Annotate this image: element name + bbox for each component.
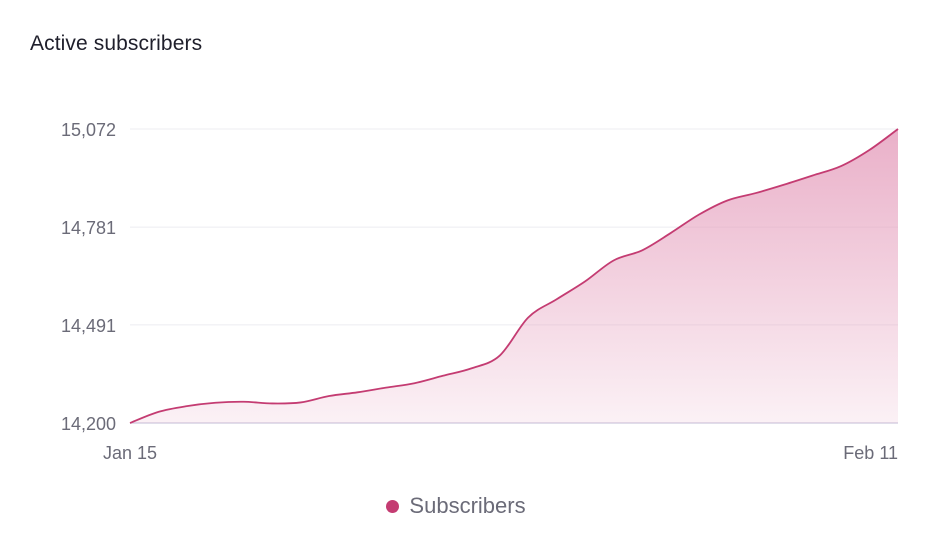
data-point[interactable]: [383, 385, 389, 391]
y-tick-label: 14,491: [61, 316, 116, 336]
data-point[interactable]: [838, 163, 844, 169]
data-point[interactable]: [298, 399, 304, 405]
data-point[interactable]: [582, 278, 588, 284]
area-chart: 14,200 14,491 14,781 15,072 Jan 15 Feb 11: [61, 120, 901, 463]
data-point[interactable]: [867, 147, 873, 153]
data-point[interactable]: [667, 230, 673, 236]
chart-legend: Subscribers: [0, 493, 912, 519]
data-point[interactable]: [212, 400, 218, 406]
data-point[interactable]: [781, 182, 787, 188]
data-point[interactable]: [895, 126, 901, 132]
y-tick-label: 15,072: [61, 120, 116, 140]
data-point[interactable]: [155, 409, 161, 415]
data-point[interactable]: [269, 400, 275, 406]
series-line-subscribers: [129, 128, 899, 424]
series-area-subscribers: [130, 129, 898, 423]
data-point[interactable]: [696, 212, 702, 218]
legend-label: Subscribers: [409, 493, 526, 518]
x-tick-label: Jan 15: [103, 443, 157, 463]
data-point[interactable]: [639, 247, 645, 253]
legend-marker: [386, 499, 400, 513]
data-point[interactable]: [127, 420, 133, 426]
y-tick-label: 14,200: [61, 414, 116, 434]
data-point[interactable]: [411, 380, 417, 386]
data-point[interactable]: [611, 257, 617, 263]
data-point[interactable]: [554, 296, 560, 302]
data-point[interactable]: [326, 393, 332, 399]
data-point[interactable]: [184, 403, 190, 409]
data-point[interactable]: [525, 314, 531, 320]
data-point[interactable]: [241, 399, 247, 405]
data-point[interactable]: [440, 373, 446, 379]
data-point[interactable]: [753, 190, 759, 196]
data-point[interactable]: [497, 353, 503, 359]
data-point[interactable]: [468, 365, 474, 371]
x-tick-label: Feb 11: [843, 443, 898, 463]
data-point[interactable]: [355, 389, 361, 395]
data-point[interactable]: [810, 173, 816, 179]
y-tick-label: 14,781: [61, 218, 116, 238]
chart-title: Active subscribers: [30, 32, 203, 55]
data-point[interactable]: [724, 197, 730, 203]
